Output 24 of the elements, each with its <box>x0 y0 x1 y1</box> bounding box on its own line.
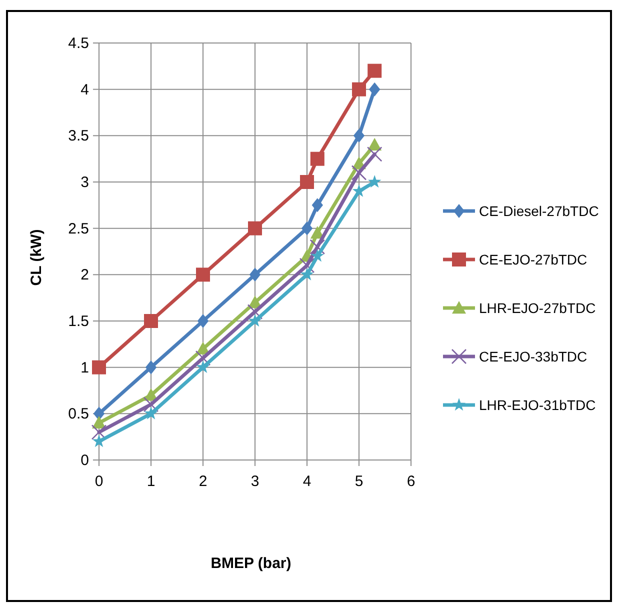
legend-label: CE-Diesel-27bTDC <box>479 203 599 219</box>
x-tick-label: 3 <box>250 473 260 490</box>
x-tick-label: 5 <box>354 473 364 490</box>
x-axis-title: BMEP (bar) <box>210 555 292 572</box>
y-tick-label: 4.5 <box>68 35 89 52</box>
y-tick-label: 1.5 <box>68 313 89 330</box>
x-tick-label: 4 <box>302 473 312 490</box>
legend-label: LHR-EJO-27bTDC <box>479 300 596 316</box>
x-tick-label: 2 <box>198 473 208 490</box>
x-tick-label: 6 <box>406 473 416 490</box>
y-tick-label: 3.5 <box>68 128 89 145</box>
legend-label: CE-EJO-33bTDC <box>479 348 588 364</box>
y-tick-label: 0.5 <box>68 406 89 423</box>
y-tick-label: 0 <box>80 452 89 469</box>
x-tick-label: 1 <box>146 473 156 490</box>
y-axis-title: CL (kW) <box>28 229 45 286</box>
y-tick-label: 2 <box>80 266 89 284</box>
legend-label: LHR-EJO-31bTDC <box>479 397 596 413</box>
y-tick-label: 1 <box>80 359 89 376</box>
y-tick-label: 2.5 <box>68 220 89 238</box>
x-tick-label: 0 <box>94 473 104 490</box>
legend-label: CE-EJO-27bTDC <box>479 252 588 268</box>
y-tick-label: 3 <box>80 174 89 191</box>
y-tick-label: 4 <box>80 81 89 98</box>
